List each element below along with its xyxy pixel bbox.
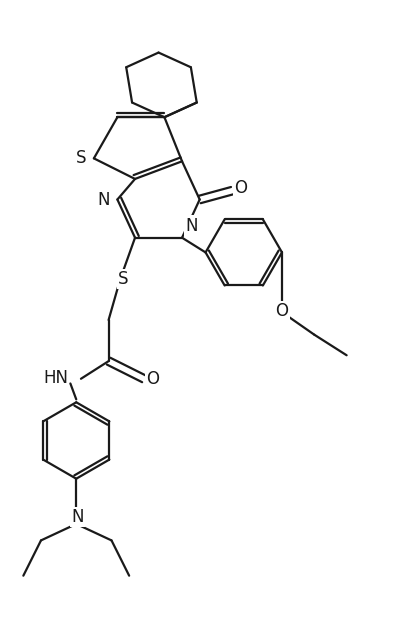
- Text: HN: HN: [43, 369, 68, 387]
- Text: N: N: [185, 217, 198, 235]
- Text: N: N: [71, 508, 84, 526]
- Text: O: O: [234, 179, 247, 196]
- Text: S: S: [76, 149, 87, 168]
- Text: N: N: [97, 191, 110, 209]
- Text: S: S: [118, 270, 128, 288]
- Text: O: O: [276, 302, 289, 320]
- Text: O: O: [146, 370, 159, 388]
